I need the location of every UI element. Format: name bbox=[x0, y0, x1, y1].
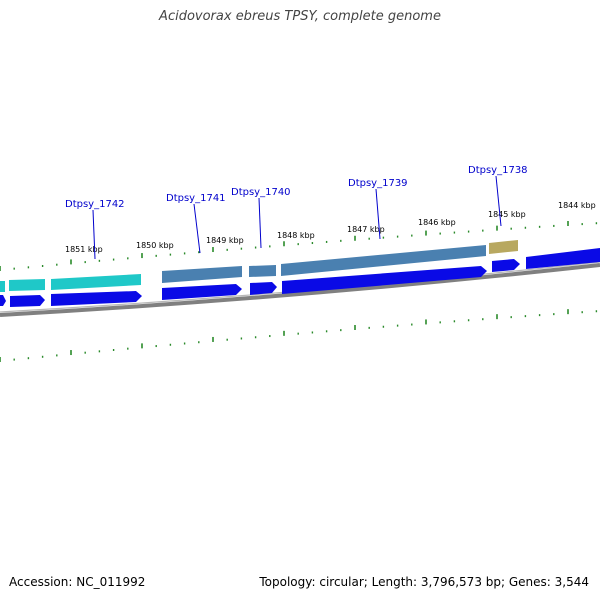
leader-line bbox=[375, 188, 381, 240]
inner-tick-ring bbox=[0, 309, 598, 362]
outer-tick-ring bbox=[0, 221, 598, 271]
ruler-label: 1850 kbp bbox=[136, 241, 174, 250]
cds-feature[interactable] bbox=[10, 295, 45, 307]
accession-label: Accession: NC_011992 bbox=[9, 575, 146, 589]
gene-label-dtpsy-1742[interactable]: Dtpsy_1742 bbox=[65, 199, 125, 210]
cds-track bbox=[0, 248, 600, 307]
gene-feature-dtpsy-1739[interactable] bbox=[281, 245, 486, 276]
gene-feature-dtpsy-1740[interactable] bbox=[249, 265, 276, 277]
ruler-labels: 1851 kbp 1850 kbp 1849 kbp 1848 kbp 1847… bbox=[65, 201, 596, 254]
ruler-label: 1845 kbp bbox=[488, 210, 526, 219]
gene-labels: Dtpsy_1742 Dtpsy_1741 Dtpsy_1740 Dtpsy_1… bbox=[65, 165, 528, 210]
gene-label-leaders bbox=[92, 175, 502, 260]
leader-line bbox=[92, 209, 96, 260]
gene-label-dtpsy-1739[interactable]: Dtpsy_1739 bbox=[348, 178, 408, 189]
ruler-label: 1851 kbp bbox=[65, 245, 103, 254]
ruler-label: 1844 kbp bbox=[558, 201, 596, 210]
ruler-label: 1849 kbp bbox=[206, 236, 244, 245]
gene-feature-dtpsy-1742[interactable] bbox=[51, 274, 141, 290]
cds-feature[interactable] bbox=[51, 291, 142, 306]
gene-feature[interactable] bbox=[9, 279, 45, 291]
leader-line bbox=[258, 197, 262, 249]
gene-feature-dtpsy-1741[interactable] bbox=[162, 266, 242, 283]
ruler-label: 1848 kbp bbox=[277, 231, 315, 240]
ruler-label: 1846 kbp bbox=[418, 218, 456, 227]
leader-line bbox=[193, 203, 201, 254]
gene-label-dtpsy-1740[interactable]: Dtpsy_1740 bbox=[231, 187, 291, 198]
gene-label-dtpsy-1738[interactable]: Dtpsy_1738 bbox=[468, 165, 528, 176]
gene-track bbox=[0, 240, 518, 292]
genome-backbone bbox=[0, 263, 600, 317]
gene-feature[interactable] bbox=[0, 281, 5, 292]
gene-feature-dtpsy-1738[interactable] bbox=[489, 240, 518, 254]
genome-stats-label: Topology: circular; Length: 3,796,573 bp… bbox=[259, 575, 589, 589]
cds-feature[interactable] bbox=[526, 248, 600, 269]
gene-label-dtpsy-1741[interactable]: Dtpsy_1741 bbox=[166, 193, 226, 204]
leader-line bbox=[495, 175, 502, 227]
cds-feature[interactable] bbox=[0, 295, 6, 306]
cds-feature[interactable] bbox=[250, 282, 277, 295]
cds-feature[interactable] bbox=[282, 266, 487, 294]
ruler-label: 1847 kbp bbox=[347, 225, 385, 234]
cds-feature[interactable] bbox=[162, 284, 242, 300]
map-title: Acidovorax ebreus TPSY, complete genome bbox=[159, 9, 441, 24]
cds-feature[interactable] bbox=[492, 259, 520, 272]
